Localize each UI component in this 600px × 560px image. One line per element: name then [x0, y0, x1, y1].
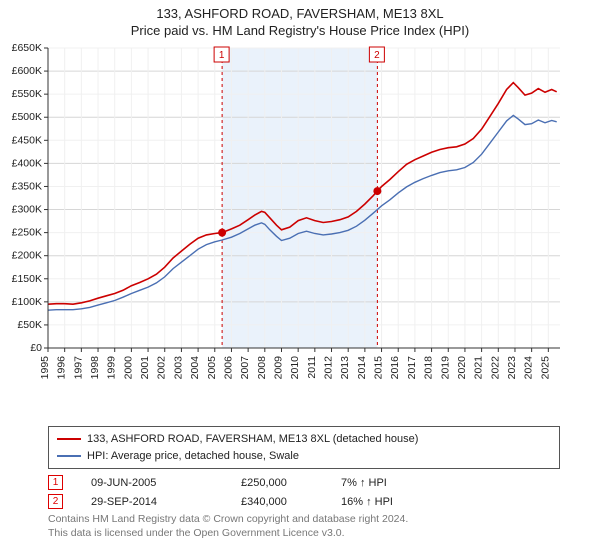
svg-text:2025: 2025: [539, 356, 551, 380]
footer-line1: Contains HM Land Registry data © Crown c…: [48, 513, 560, 527]
svg-text:2001: 2001: [139, 356, 151, 380]
svg-text:2: 2: [374, 50, 380, 61]
sale-row-2: 2 29-SEP-2014 £340,000 16% ↑ HPI: [48, 494, 560, 509]
svg-text:2012: 2012: [323, 356, 335, 380]
svg-text:2009: 2009: [272, 356, 284, 380]
svg-text:£250K: £250K: [12, 227, 42, 239]
svg-text:1998: 1998: [89, 356, 101, 380]
svg-text:2023: 2023: [506, 356, 518, 380]
svg-text:2016: 2016: [389, 356, 401, 380]
svg-text:£100K: £100K: [12, 296, 42, 308]
svg-text:£500K: £500K: [12, 111, 42, 123]
svg-text:2004: 2004: [189, 356, 201, 380]
svg-text:£400K: £400K: [12, 157, 42, 169]
svg-text:£450K: £450K: [12, 134, 42, 146]
svg-text:2002: 2002: [156, 356, 168, 380]
title-subtitle: Price paid vs. HM Land Registry's House …: [0, 21, 600, 42]
svg-text:£650K: £650K: [12, 42, 42, 54]
svg-text:1: 1: [219, 50, 225, 61]
sale-row-1: 1 09-JUN-2005 £250,000 7% ↑ HPI: [48, 475, 560, 490]
svg-text:1999: 1999: [106, 356, 118, 380]
svg-text:2011: 2011: [306, 356, 318, 379]
title-address: 133, ASHFORD ROAD, FAVERSHAM, ME13 8XL: [0, 0, 600, 21]
chart-area: 1 2 £0 £50K £100K £150K £200K £250K £300K £350K £4…: [0, 42, 600, 422]
svg-text:£200K: £200K: [12, 250, 42, 262]
footer-line2: This data is licensed under the Open Gov…: [48, 527, 560, 541]
svg-text:2000: 2000: [122, 356, 134, 380]
sale-date-2: 29-SEP-2014: [91, 496, 241, 508]
svg-text:£600K: £600K: [12, 65, 42, 77]
svg-text:2017: 2017: [406, 356, 418, 380]
svg-text:£350K: £350K: [12, 180, 42, 192]
svg-text:2005: 2005: [206, 356, 218, 380]
svg-text:£50K: £50K: [17, 319, 42, 331]
svg-text:2007: 2007: [239, 356, 251, 380]
svg-text:2008: 2008: [256, 356, 268, 380]
svg-text:£0: £0: [30, 342, 42, 354]
sale-date-1: 09-JUN-2005: [91, 477, 241, 489]
footer-attribution: Contains HM Land Registry data © Crown c…: [48, 513, 560, 540]
svg-text:2013: 2013: [339, 356, 351, 380]
svg-text:2014: 2014: [356, 356, 368, 380]
svg-text:2018: 2018: [423, 356, 435, 380]
legend-row-hpi: HPI: Average price, detached house, Swal…: [57, 448, 551, 465]
price-line-chart: 1 2 £0 £50K £100K £150K £200K £250K £300K £350K £4…: [0, 42, 600, 422]
svg-text:2020: 2020: [456, 356, 468, 380]
legend-row-property: 133, ASHFORD ROAD, FAVERSHAM, ME13 8XL (…: [57, 431, 551, 448]
sale-pct-2: 16% ↑ HPI: [341, 496, 461, 508]
sale-price-1: £250,000: [241, 477, 341, 489]
svg-text:1995: 1995: [39, 356, 51, 380]
sale-badge-1: 1: [48, 475, 63, 490]
svg-text:2003: 2003: [172, 356, 184, 380]
svg-text:£150K: £150K: [12, 273, 42, 285]
svg-text:2021: 2021: [473, 356, 485, 380]
svg-text:£550K: £550K: [12, 88, 42, 100]
svg-text:2006: 2006: [222, 356, 234, 380]
chart-container: 133, ASHFORD ROAD, FAVERSHAM, ME13 8XL P…: [0, 0, 600, 560]
sale-badge-2: 2: [48, 494, 63, 509]
svg-text:2024: 2024: [523, 356, 535, 380]
sales-table: 1 09-JUN-2005 £250,000 7% ↑ HPI 2 29-SEP…: [48, 475, 560, 509]
svg-text:1997: 1997: [72, 356, 84, 380]
legend-box: 133, ASHFORD ROAD, FAVERSHAM, ME13 8XL (…: [48, 426, 560, 469]
svg-text:2015: 2015: [373, 356, 385, 380]
svg-text:1996: 1996: [56, 356, 68, 380]
svg-text:£300K: £300K: [12, 204, 42, 216]
svg-text:2022: 2022: [489, 356, 501, 380]
legend-label-property: 133, ASHFORD ROAD, FAVERSHAM, ME13 8XL (…: [87, 431, 418, 448]
sale-price-2: £340,000: [241, 496, 341, 508]
legend-swatch-hpi: [57, 455, 81, 457]
svg-text:2019: 2019: [439, 356, 451, 380]
legend-label-hpi: HPI: Average price, detached house, Swal…: [87, 448, 299, 465]
legend-swatch-property: [57, 438, 81, 440]
sale-pct-1: 7% ↑ HPI: [341, 477, 461, 489]
svg-text:2010: 2010: [289, 356, 301, 380]
